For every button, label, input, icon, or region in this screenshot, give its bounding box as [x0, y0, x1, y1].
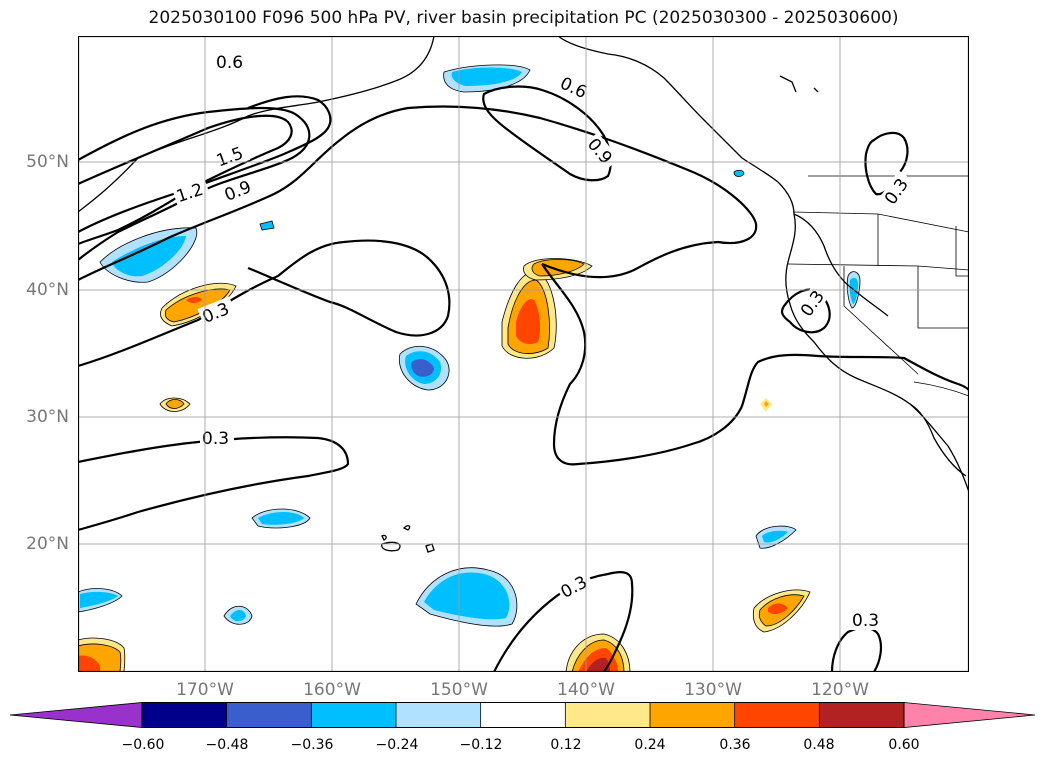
colorbar-segment: [310, 702, 397, 728]
contour-label-bg: [211, 140, 251, 172]
contour-label-bg: [555, 569, 595, 603]
precip-area-negative: [424, 572, 510, 620]
precip-area-negative: [258, 512, 304, 525]
island: [779, 75, 797, 93]
precip-area-negative: [230, 610, 246, 622]
boundary-line: [843, 266, 919, 375]
pv-contour: [493, 571, 634, 672]
map-panel: 0.6 1.5 1.2 0.9 0.6 0.9 0.3 0.3 0.3 0.3 …: [78, 36, 969, 672]
island: [381, 541, 401, 552]
contour-label-bg: [200, 428, 234, 448]
colorbar-segment: [564, 702, 651, 728]
colorbar-segment: [734, 702, 821, 728]
contour-label-bg: [555, 71, 595, 105]
colorbar-tick-label: −0.48: [205, 737, 249, 753]
colorbar-extend-max: [903, 702, 1036, 728]
precip-area-positive: [764, 401, 769, 407]
boundary-line: [913, 381, 969, 397]
colorbar-segment: [649, 702, 736, 728]
island: [813, 87, 819, 93]
pv-contour: [78, 114, 293, 246]
coastline: [793, 213, 889, 317]
colorbar-tick-label: −0.24: [375, 737, 419, 753]
lat-label-40n: 40°N: [26, 280, 69, 300]
island: [425, 543, 435, 553]
colorbar-segment: [226, 702, 313, 728]
coastline: [557, 36, 969, 493]
pv-contour: [78, 105, 758, 281]
contour-label-bg: [219, 174, 259, 206]
precip-area-negative: [849, 277, 858, 304]
lon-label-160w: 160°W: [303, 680, 361, 700]
colorbar-segment: [395, 702, 482, 728]
contour-label: 0.6: [216, 53, 243, 73]
pv-contour: [78, 95, 332, 233]
contour-label-bg: [171, 177, 211, 207]
pv-contour: [78, 106, 311, 261]
map-title: 2025030100 F096 500 hPa PV, river basin …: [148, 8, 899, 28]
precip-area-positive: [78, 655, 100, 672]
lat-label-50n: 50°N: [26, 152, 69, 172]
colorbar-tick-label: −0.12: [459, 737, 503, 753]
colorbar-tick-label: 0.12: [550, 737, 582, 753]
colorbar-tick-label: 0.48: [803, 737, 835, 753]
colorbar-segment: [480, 702, 567, 728]
colorbar-tick-label: 0.24: [634, 737, 666, 753]
boundaries: [787, 175, 969, 397]
colorbar-frame: [141, 702, 905, 728]
map-frame: [78, 36, 969, 672]
colorbar-tick-label: −0.36: [290, 737, 334, 753]
lon-label-130w: 130°W: [684, 680, 742, 700]
coastlines: [78, 36, 969, 553]
colorbar: [10, 702, 1036, 728]
contour-label-bg: [795, 282, 831, 322]
lat-label-30n: 30°N: [26, 407, 69, 427]
pv-contour: [482, 85, 612, 182]
island: [402, 525, 411, 531]
contour-label-bg: [850, 610, 884, 630]
colorbar-tick-label: −0.60: [121, 737, 165, 753]
colorbar-tick-label: 0.60: [888, 737, 920, 753]
precip-area-negative: [112, 236, 186, 277]
precip-area-positive: [586, 657, 610, 672]
lon-label-120w: 120°W: [811, 680, 869, 700]
precip-area-positive: [165, 399, 185, 409]
colorbar-extend-min: [10, 702, 143, 728]
lon-label-140w: 140°W: [557, 680, 615, 700]
precip-shading: [78, 64, 861, 672]
colorbar-segment: [141, 702, 228, 728]
coastline: [78, 36, 435, 213]
contour-label-bg: [197, 296, 237, 328]
contour-label-bg: [879, 170, 915, 210]
precip-area-positive: [186, 297, 202, 303]
precip-area-negative: [411, 359, 434, 377]
boundary-line: [917, 266, 969, 329]
precip-area-negative: [451, 67, 522, 86]
colorbar-tick-label: 0.36: [719, 737, 751, 753]
contour-label-bg: [214, 52, 248, 72]
coastline: [909, 403, 967, 477]
lat-label-20n: 20°N: [26, 534, 69, 554]
pv-contours: [78, 85, 969, 672]
lon-label-170w: 170°W: [176, 680, 234, 700]
colorbar-segments: [10, 702, 1036, 728]
colorbar-segment: [818, 702, 905, 728]
contour-label: 0.3: [852, 611, 879, 631]
island: [381, 534, 387, 541]
lon-label-150w: 150°W: [430, 680, 488, 700]
graticule: [78, 36, 969, 672]
precip-area-positive: [516, 299, 541, 344]
boundary-line: [955, 226, 969, 277]
precip-area-positive: [768, 603, 788, 615]
pv-contour: [78, 436, 350, 532]
contour-label: 0.3: [202, 429, 229, 449]
precip-area-negative: [80, 591, 118, 608]
precip-area-negative: [733, 169, 745, 177]
precip-area-negative: [259, 220, 275, 231]
precip-area-negative: [762, 530, 788, 543]
